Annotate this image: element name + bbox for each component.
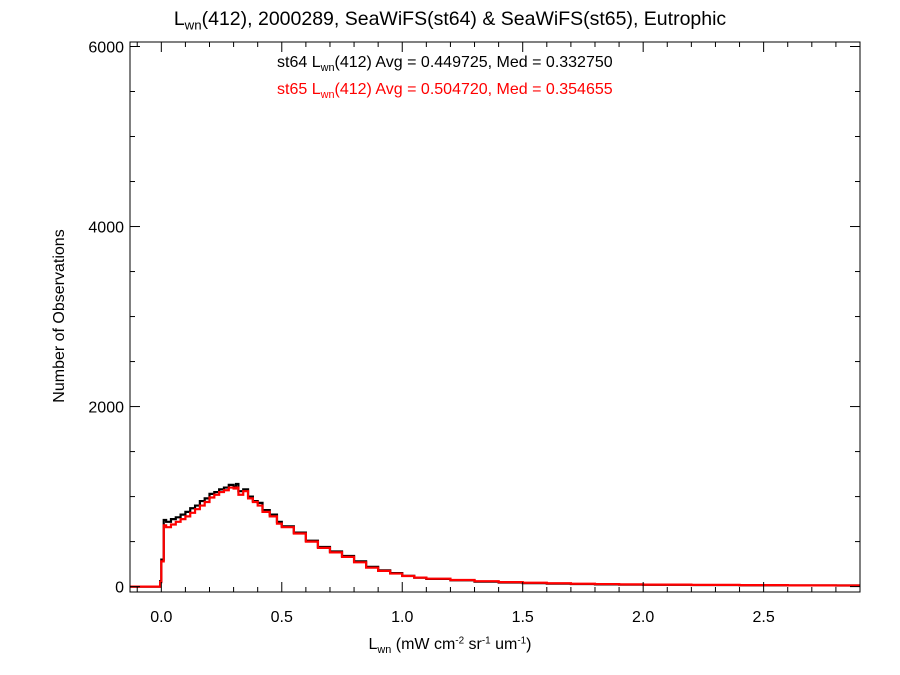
title-lead-subscript: wn [184, 17, 202, 33]
x-tick-label: 2.5 [753, 609, 775, 626]
y-tick-label: 6000 [88, 40, 124, 57]
ticks-layer: 0.0 0.5 1.0 1.5 2.0 2.5 0 2000 4000 6000 [88, 40, 861, 626]
x-label-part2: sr [464, 636, 482, 653]
y-tick-label: 2000 [88, 400, 124, 417]
st64-stats-annotation: st64 Lwn(412) Avg = 0.449725, Med = 0.33… [277, 54, 613, 74]
title-lead: L [173, 8, 185, 30]
x-label-part3: um [490, 636, 518, 653]
st64-stats-sub: wn [320, 61, 335, 74]
x-label-sup3: -1 [517, 635, 527, 647]
st64-stats-pre: st64 L [277, 54, 321, 71]
x-tick-label: 0.0 [150, 609, 172, 626]
st65-stats-annotation: st65 Lwn(412) Avg = 0.504720, Med = 0.35… [277, 81, 613, 101]
x-axis-label: Lwn (mW cm-2 sr-1 um-1) [0, 635, 900, 656]
title-rest: (412), 2000289, SeaWiFS(st64) & SeaWiFS(… [201, 8, 727, 30]
x-label-part4: ) [526, 636, 532, 653]
series-layer [130, 482, 860, 588]
y-tick-label: 0 [115, 580, 124, 597]
y-tick-label: 4000 [88, 220, 124, 237]
x-tick-label: 1.0 [391, 609, 413, 626]
plot-frame [129, 41, 861, 593]
x-tick-label: 0.5 [271, 609, 293, 626]
series-st65-line [130, 486, 860, 588]
x-label-part1: (mW cm [391, 636, 456, 653]
st64-stats-post: (412) Avg = 0.449725, Med = 0.332750 [334, 54, 613, 71]
st65-stats-pre: st65 L [277, 81, 321, 98]
x-label-lead-subscript: wn [377, 643, 392, 656]
st65-stats-sub: wn [320, 88, 335, 101]
chart-title: Lwn(412), 2000289, SeaWiFS(st64) & SeaWi… [0, 8, 900, 33]
x-label-sup1: -2 [455, 635, 465, 647]
series-st64-line [130, 482, 860, 588]
x-tick-label: 1.5 [512, 609, 534, 626]
st65-stats-post: (412) Avg = 0.504720, Med = 0.354655 [334, 81, 613, 98]
x-label-sup2: -1 [481, 635, 491, 647]
x-label-lead: L [368, 636, 378, 653]
x-tick-label: 2.0 [632, 609, 654, 626]
